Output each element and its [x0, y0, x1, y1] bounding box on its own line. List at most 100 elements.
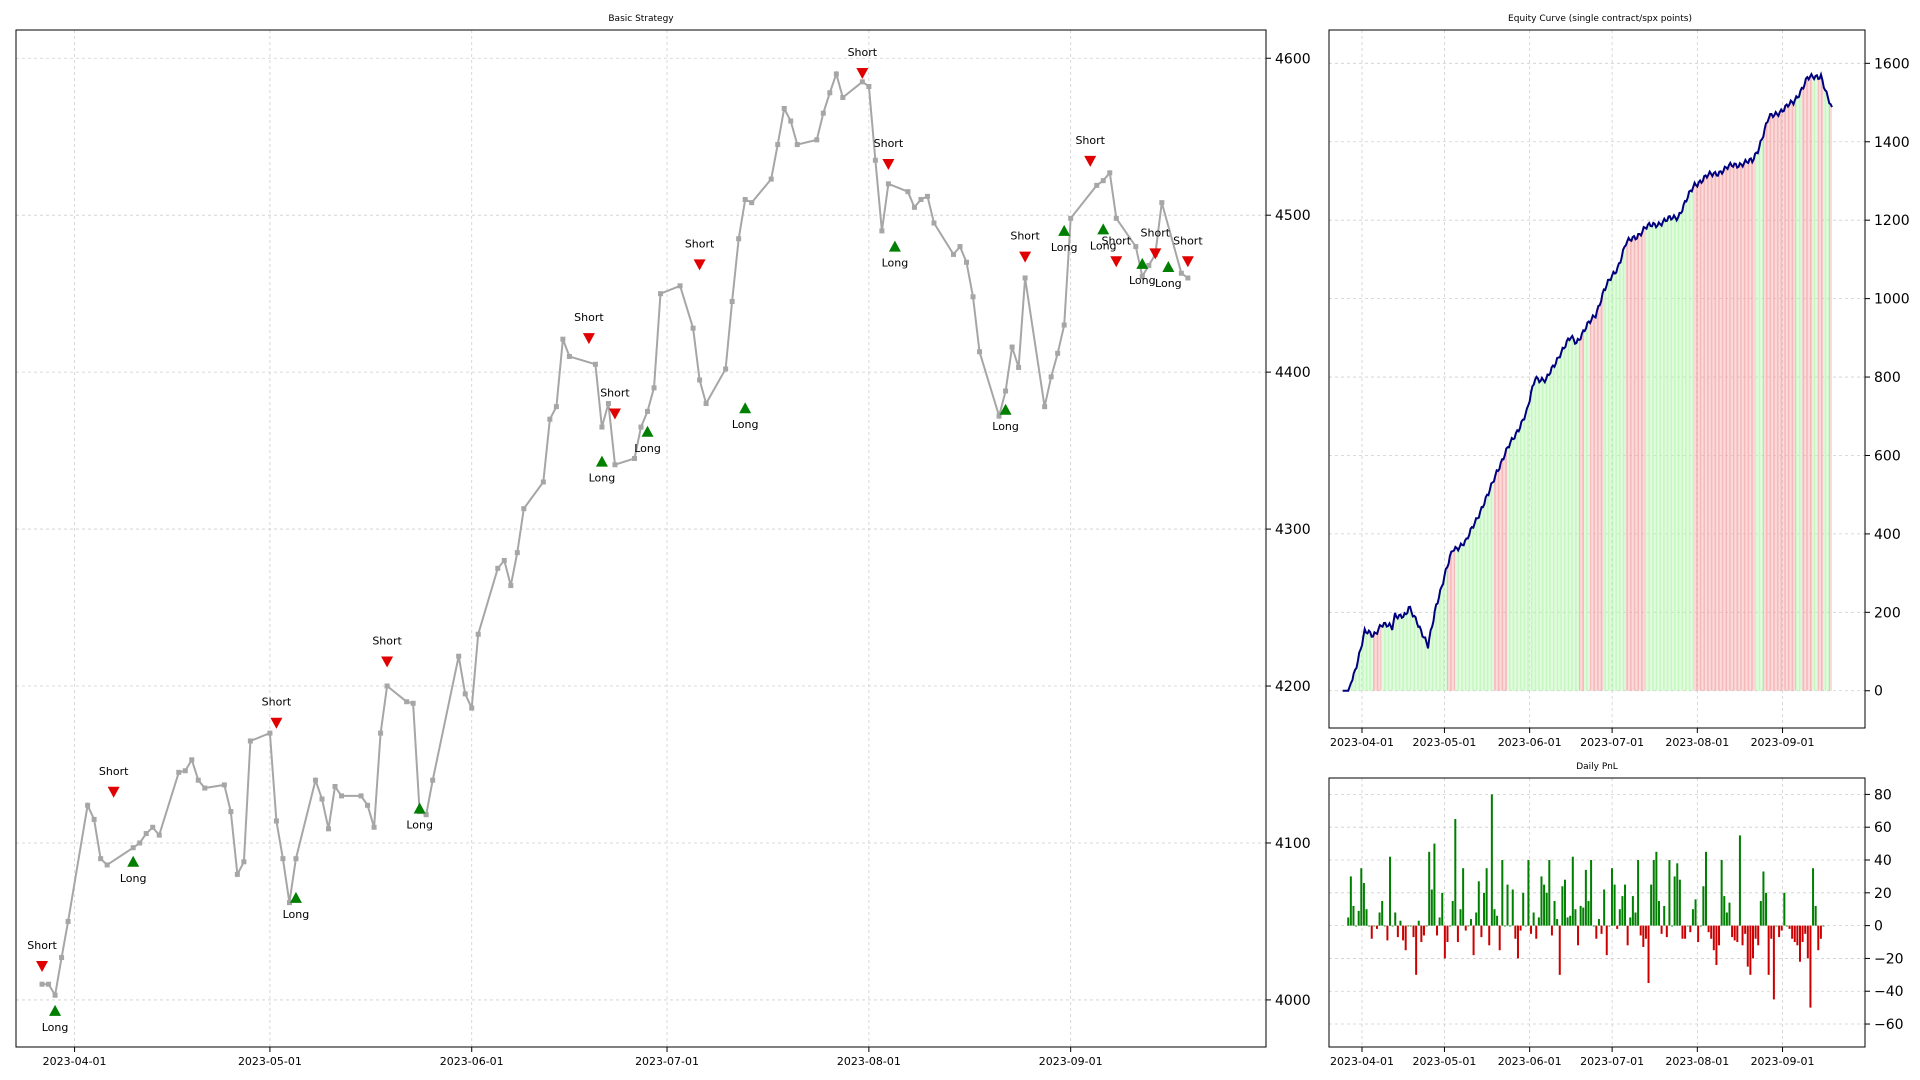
equity-fill-slice: [1536, 376, 1538, 691]
equity-fill-slice: [1583, 330, 1585, 691]
price-point: [495, 565, 501, 571]
equity-fill-slice: [1463, 545, 1465, 691]
equity-fill-slice: [1647, 224, 1649, 691]
equity-fill-slice: [1753, 159, 1755, 691]
price-point: [612, 462, 618, 468]
price-point: [951, 251, 956, 257]
pnl-bar: [1480, 925, 1483, 938]
equity-fill-slice: [1440, 589, 1442, 691]
pnl-bar: [1357, 910, 1360, 926]
equity-fill-slice: [1687, 197, 1689, 691]
pnl-bar: [1553, 901, 1556, 926]
price-point: [423, 812, 429, 818]
equity-fill-slice: [1742, 166, 1744, 691]
equity-fill-slice: [1466, 538, 1468, 691]
equity-fill-slice: [1371, 636, 1373, 691]
equity-fill-slice: [1645, 227, 1646, 691]
equity-fill-slice: [1350, 682, 1352, 691]
x-tick-label: 2023-06-01: [1498, 1055, 1562, 1068]
equity-fill-slice: [1355, 669, 1356, 691]
x-tick-label: 2023-05-01: [1412, 1055, 1476, 1068]
equity-fill-slice: [1532, 386, 1534, 691]
equity-fill-slice: [1628, 237, 1630, 691]
equity-fill-slice: [1584, 331, 1586, 691]
equity-fill-slice: [1739, 163, 1741, 691]
price-point: [742, 197, 748, 202]
equity-fill-slice: [1709, 171, 1711, 691]
pnl-bar: [1483, 892, 1486, 926]
pnl-bar: [1647, 925, 1650, 984]
pnl-bar: [1806, 925, 1809, 959]
pnl-bar: [1514, 925, 1517, 939]
pnl-bar: [1485, 868, 1488, 926]
pnl-bar: [1584, 869, 1587, 926]
equity-fill-slice: [1392, 629, 1393, 691]
equity-fill-slice: [1723, 171, 1725, 691]
equity-fill-slice: [1689, 191, 1690, 691]
equity-fill-slice: [1588, 321, 1590, 691]
equity-fill-slice: [1808, 79, 1810, 691]
long-signal-marker: [595, 455, 608, 467]
equity-fill-slice: [1675, 217, 1677, 691]
price-point: [547, 416, 553, 422]
equity-fill-slice: [1815, 76, 1817, 691]
pnl-bar: [1349, 876, 1352, 926]
price-point: [703, 401, 709, 407]
pnl-bar: [1389, 856, 1392, 926]
long-signal-label: Long: [882, 257, 909, 270]
pnl-bar: [1613, 884, 1616, 926]
equity-fill-slice: [1379, 625, 1381, 691]
equity-fill-slice: [1805, 78, 1807, 691]
equity-fill-slice: [1399, 615, 1400, 691]
equity-fill-slice: [1827, 97, 1829, 691]
y-tick-label: 4000: [1275, 993, 1311, 1009]
equity-fill-slice: [1640, 235, 1642, 691]
equity-fill-slice: [1735, 163, 1737, 691]
y-tick-label: 40: [1874, 853, 1892, 869]
x-tick-label: 2023-08-01: [1665, 736, 1729, 749]
price-point: [931, 220, 937, 226]
equity-fill-slice: [1760, 140, 1762, 691]
pnl-bar: [1744, 925, 1747, 934]
pnl-bar: [1449, 925, 1452, 927]
price-point: [911, 204, 917, 210]
equity-fill-slice: [1566, 341, 1568, 691]
pnl-bar: [1587, 901, 1590, 926]
equity-fill-slice: [1405, 614, 1407, 691]
equity-fill-slice: [1606, 285, 1608, 691]
price-point: [247, 738, 253, 744]
equity-fill-slice: [1458, 550, 1459, 691]
pnl-bar: [1569, 915, 1572, 926]
equity-curve-title: Equity Curve (single contract/spx points…: [1508, 14, 1692, 24]
equity-fill-slice: [1576, 342, 1578, 691]
equity-fill-slice: [1829, 103, 1831, 691]
price-point: [326, 826, 331, 832]
equity-fill-slice: [1690, 190, 1692, 691]
y-tick-label: −20: [1874, 951, 1904, 967]
price-point: [749, 200, 755, 206]
price-point: [1185, 275, 1191, 281]
equity-fill-slice: [1555, 363, 1557, 691]
y-tick-label: −40: [1874, 984, 1904, 1000]
equity-fill-slice: [1683, 204, 1685, 691]
pnl-bar: [1469, 919, 1472, 926]
pnl-bar: [1373, 925, 1376, 927]
equity-fill-slice: [1705, 175, 1707, 691]
y-tick-label: 600: [1874, 448, 1901, 464]
equity-fill-slice: [1704, 176, 1705, 691]
long-signal-marker: [999, 403, 1012, 415]
pnl-bar: [1537, 917, 1540, 926]
equity-fill-slice: [1476, 518, 1477, 691]
pnl-bar: [1417, 920, 1420, 926]
pnl-bar: [1550, 925, 1553, 936]
equity-fill-slice: [1553, 365, 1554, 691]
pnl-bar: [1657, 901, 1660, 926]
short-signal-label: Short: [600, 387, 630, 400]
long-signal-marker: [888, 240, 901, 252]
pnl-bar: [1754, 925, 1757, 939]
equity-fill-slice: [1749, 159, 1751, 691]
pnl-bar: [1759, 901, 1762, 926]
equity-fill-slice: [1823, 87, 1825, 691]
equity-fill-slice: [1410, 606, 1411, 691]
